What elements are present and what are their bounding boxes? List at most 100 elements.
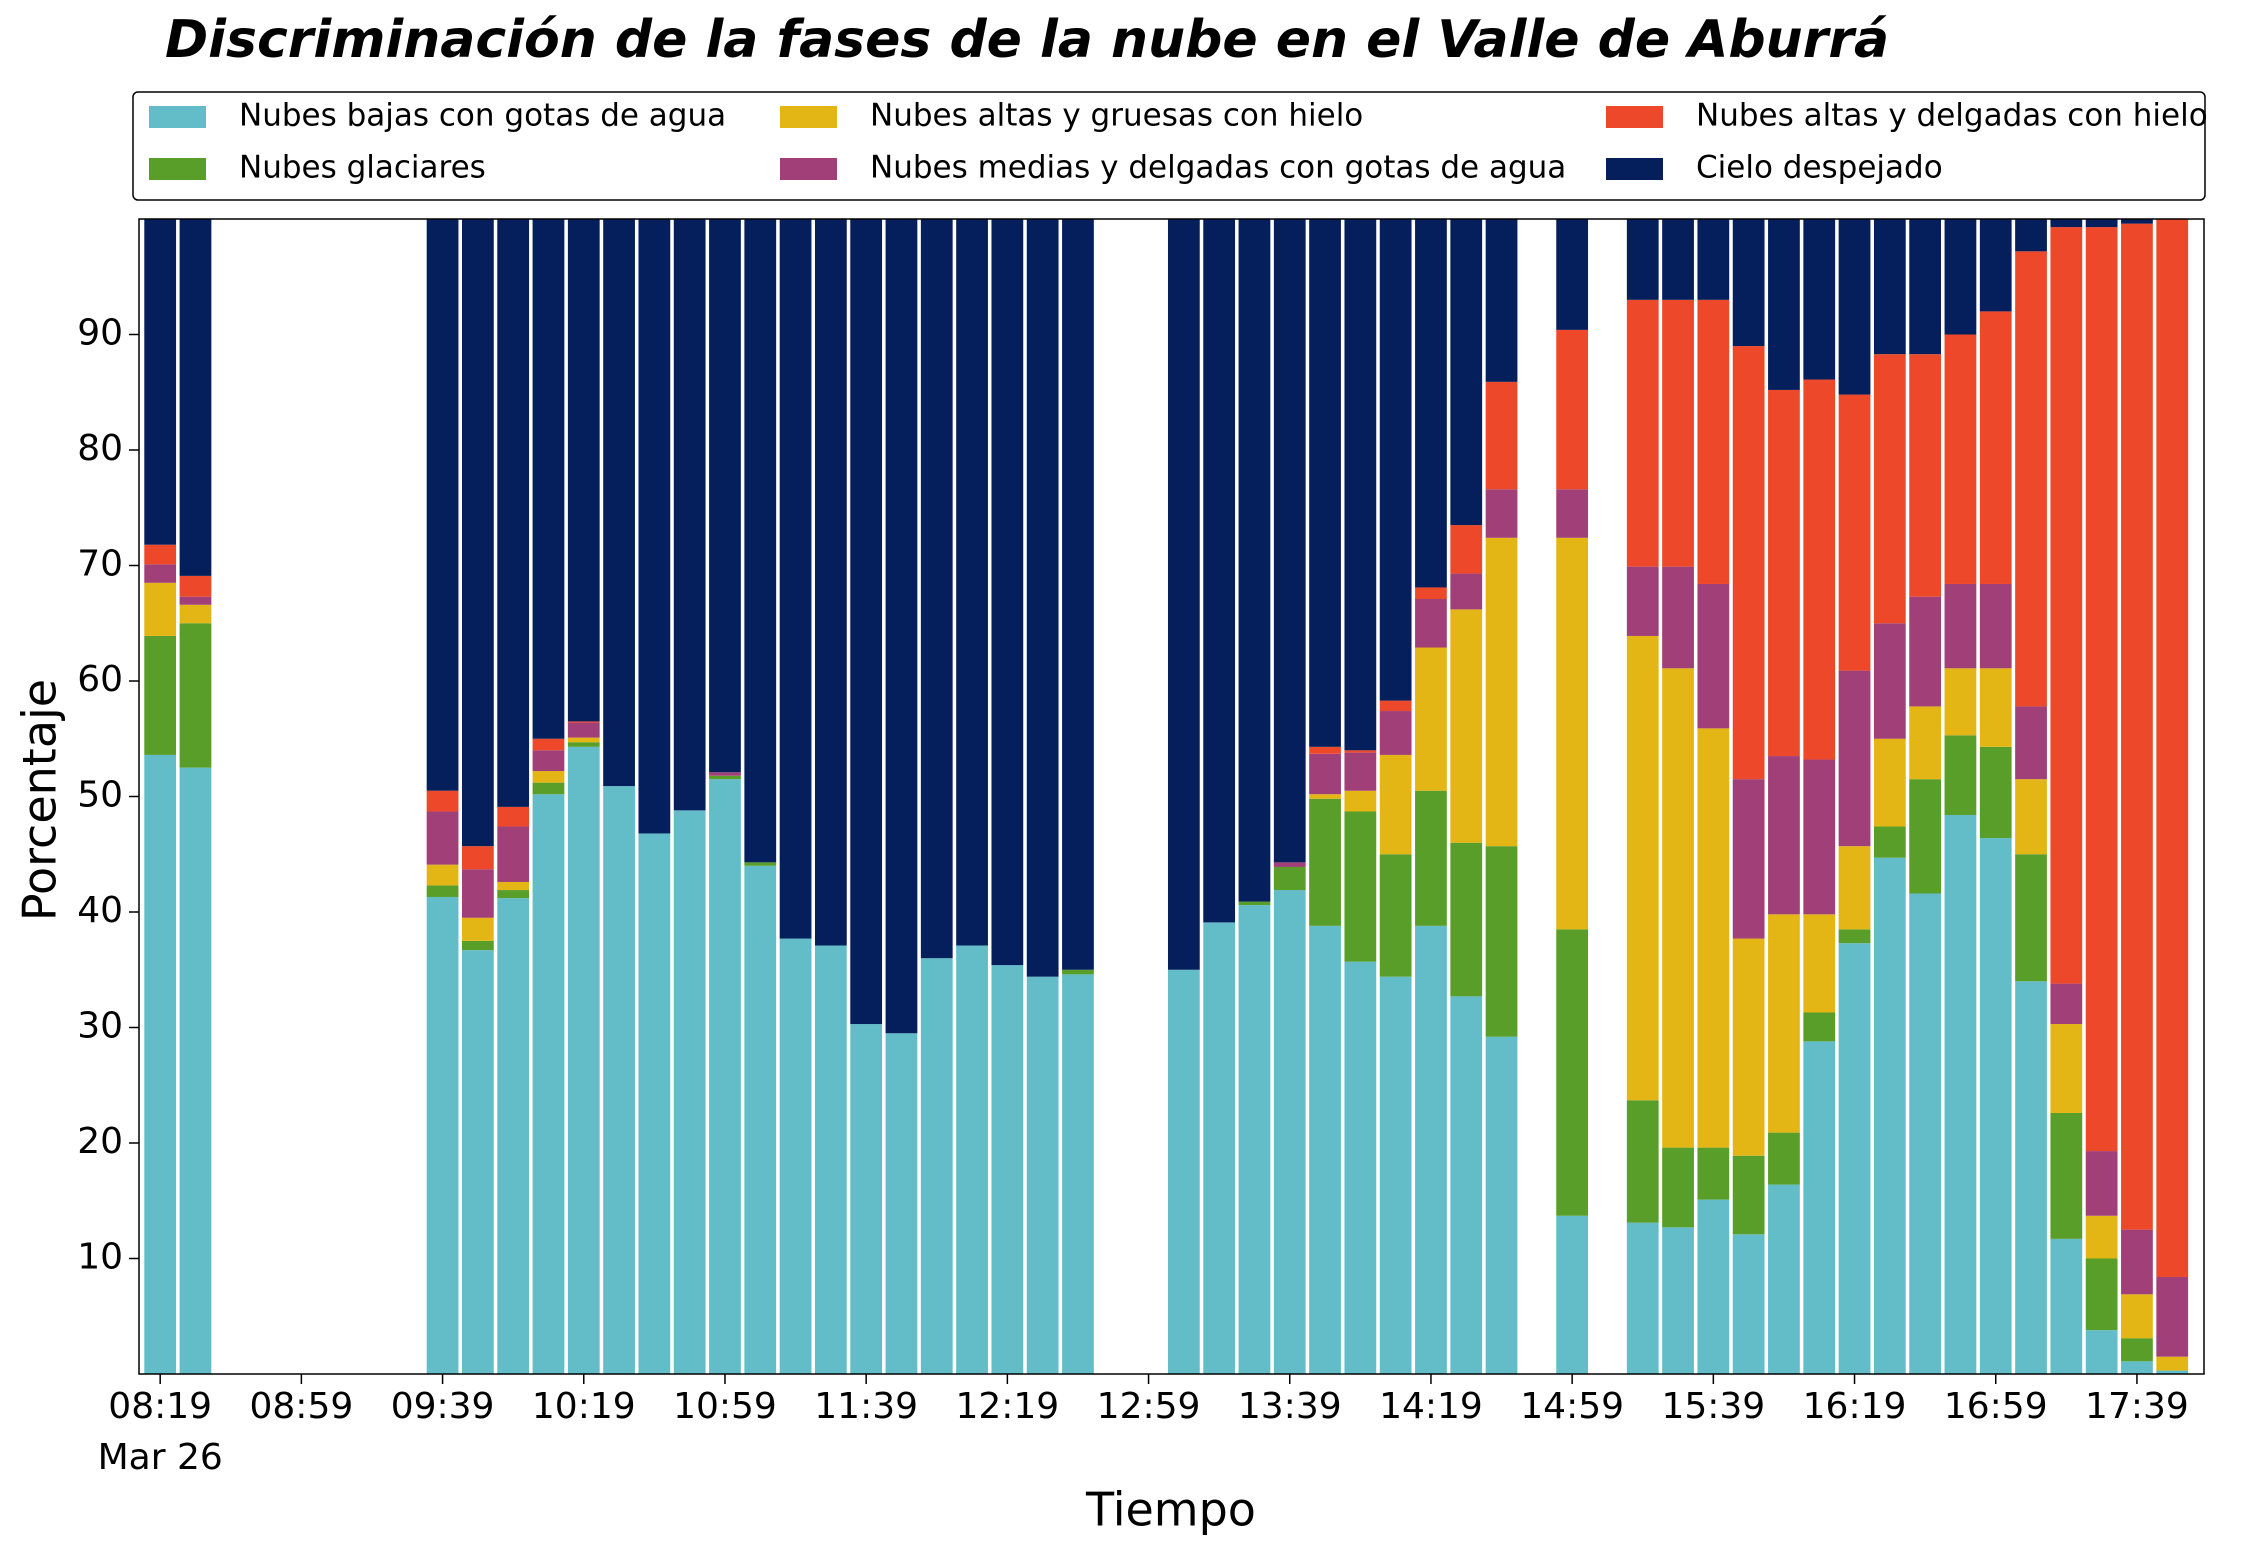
bar-segment: [1768, 219, 1800, 390]
y-tick-label: 80: [77, 428, 123, 469]
x-tick-label: 10:59: [673, 1386, 777, 1427]
bar-segment: [1944, 583, 1977, 669]
bar-segment: [744, 865, 777, 1374]
bar-segment: [1873, 354, 1906, 624]
bar-segment: [567, 219, 600, 722]
bar-segment: [1768, 1184, 1800, 1374]
x-tick-label: 09:39: [391, 1386, 495, 1427]
bar-segment: [2085, 219, 2118, 228]
bar-segment: [179, 575, 212, 597]
bar-segment: [1803, 759, 1836, 915]
x-tick-label: 11:39: [814, 1386, 918, 1427]
y-tick-label: 20: [77, 1121, 123, 1162]
x-tick-label: 17:39: [2085, 1386, 2189, 1427]
bar-segment: [1732, 779, 1765, 939]
bar-segment: [709, 775, 741, 780]
legend-label: Nubes bajas con gotas de agua: [239, 98, 726, 134]
x-tick-label: 16:59: [1944, 1386, 2048, 1427]
bar-segment: [1026, 219, 1059, 977]
y-tick-label: 70: [77, 544, 123, 585]
bar-segment: [638, 833, 671, 1374]
bar-segment: [1415, 219, 1447, 588]
bar-segment: [1273, 862, 1306, 867]
bar-segment: [1944, 814, 1977, 1374]
bar-segment: [1768, 914, 1800, 1133]
bar-segment: [1379, 711, 1412, 755]
bar-segment: [144, 635, 177, 755]
bar-segment: [1697, 1147, 1730, 1200]
bar-segment: [1873, 826, 1906, 858]
bar-segment: [1944, 668, 1977, 736]
bar-segment: [1909, 893, 1942, 1374]
bar-segment: [1697, 219, 1730, 300]
bar-segment: [1238, 901, 1271, 906]
bar-segment: [1732, 346, 1765, 780]
bar-segment: [2050, 219, 2083, 228]
bar-segment: [426, 219, 459, 791]
bar-segment: [1379, 854, 1412, 977]
bar-segment: [144, 582, 177, 636]
bar-segment: [461, 940, 494, 951]
bar-segment: [2015, 219, 2047, 252]
y-tick-label: 90: [77, 313, 123, 354]
bar-segment: [1662, 1147, 1694, 1228]
bar-segment: [1415, 925, 1447, 1374]
bar-segment: [1167, 219, 1200, 970]
bar-segment: [1838, 846, 1871, 930]
bar-segment: [497, 219, 530, 807]
legend-label: Nubes altas y delgadas con hielo: [1696, 98, 2208, 134]
bar-segment: [1838, 670, 1871, 847]
bar-segment: [1379, 976, 1412, 1374]
bar-segment: [1309, 753, 1341, 795]
bar-segment: [2085, 1151, 2118, 1216]
bar-segment: [814, 945, 847, 1374]
bar-segment: [1485, 537, 1518, 847]
bar-segment: [2085, 1258, 2118, 1331]
bar-segment: [1556, 219, 1589, 330]
bar-segment: [2015, 779, 2047, 855]
bar-segment: [1697, 583, 1730, 729]
bar-segment: [1909, 706, 1942, 780]
legend-swatch: [149, 158, 206, 180]
bar-segment: [1379, 219, 1412, 701]
bar-segment: [567, 742, 600, 747]
bar-segment: [638, 219, 671, 834]
bar-segment: [2121, 223, 2153, 1230]
bar-segment: [779, 938, 812, 1374]
bar-segment: [1697, 728, 1730, 1148]
bar-segment: [532, 750, 565, 772]
bar-segment: [1979, 746, 2012, 839]
legend-swatch: [1606, 106, 1663, 128]
legend-label: Nubes glaciares: [239, 150, 486, 186]
bar-segment: [1944, 219, 1977, 335]
bar-segment: [1309, 798, 1341, 926]
bar-segment: [1626, 219, 1659, 300]
x-tick-label: 14:59: [1520, 1386, 1624, 1427]
bar-segment: [1344, 790, 1377, 812]
bar-segment: [1873, 219, 1906, 355]
bar-segment: [1203, 922, 1236, 1374]
bar-segment: [1979, 219, 2012, 312]
bar-segment: [1556, 537, 1589, 930]
bar-segment: [179, 604, 212, 624]
bar-segment: [1662, 1227, 1694, 1374]
y-tick-label: 60: [77, 659, 123, 700]
bar-segment: [1026, 976, 1059, 1374]
bar-segment: [567, 737, 600, 743]
bar-segment: [1626, 299, 1659, 567]
bar-segment: [920, 219, 953, 959]
bar-segment: [2085, 1330, 2118, 1374]
bar-segment: [1662, 668, 1694, 1148]
bar-segment: [2156, 1356, 2189, 1371]
bar-segment: [2085, 227, 2118, 1152]
bar-segment: [2156, 219, 2189, 1277]
bar-segment: [1838, 929, 1871, 944]
bar-segment: [2015, 854, 2047, 982]
bar-segment: [1485, 846, 1518, 1037]
bar-segment: [1203, 219, 1236, 923]
bar-segment: [1662, 566, 1694, 669]
bar-segment: [426, 811, 459, 865]
bar-segment: [1556, 1215, 1589, 1374]
bar-segment: [1309, 794, 1341, 799]
